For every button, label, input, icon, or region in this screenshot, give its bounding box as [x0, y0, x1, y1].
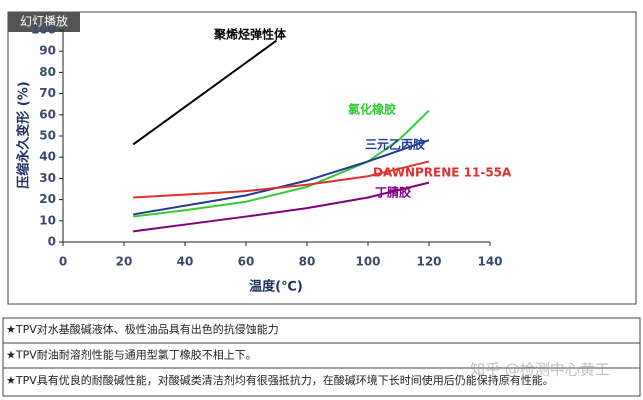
x-tick-label: 40	[177, 255, 194, 269]
x-axis-label: 温度(℃)	[249, 279, 303, 295]
watermark: 知乎 @检测中心黄工	[470, 361, 610, 379]
x-tick-label: 140	[477, 255, 502, 269]
y-tick-label: 50	[39, 129, 56, 143]
y-tick-label: 10	[39, 213, 56, 227]
series-line	[133, 160, 430, 199]
y-tick-label: 70	[39, 86, 56, 100]
note: ★TPV耐油耐溶剂性能与通用型氯丁橡胶不相上下。	[6, 348, 257, 362]
note: ★TPV具有优良的耐酸碱性能，对酸碱类清洁剂均有很强抵抗力，在酸碱环境下长时间使…	[6, 373, 554, 387]
y-tick-label: 90	[39, 44, 56, 58]
badge-bg	[8, 12, 80, 32]
notes: ★TPV对水基酸碱液体、极性油品具有出色的抗侵蚀能力 ★TPV耐油耐溶剂性能与通用…	[6, 322, 554, 387]
y-tick-label: 20	[39, 192, 56, 206]
x-tick-label: 0	[59, 255, 67, 269]
y-axis-label: 压缩永久变形 (%)	[16, 81, 32, 188]
x-tick-label: 100	[355, 255, 380, 269]
series-label: 氯化橡胶	[348, 102, 396, 117]
series-label: 丁腈胶	[375, 185, 411, 200]
notes-frame	[2, 317, 641, 397]
badge[interactable]: 幻灯播放	[20, 14, 68, 29]
y-tick-label: 0	[48, 235, 56, 249]
series-line	[133, 109, 430, 218]
y-tick-label: 60	[39, 107, 56, 121]
x-tick-label: 60	[238, 255, 255, 269]
series-label: 三元乙丙胶	[365, 137, 425, 152]
y-tick-label: 80	[39, 65, 56, 79]
series-label: 聚烯烃弹性体	[213, 27, 287, 42]
series-line	[132, 39, 278, 146]
series-line	[132, 139, 430, 216]
y-tick-label: 100	[31, 23, 56, 37]
note: ★TPV对水基酸碱液体、极性油品具有出色的抗侵蚀能力	[6, 322, 279, 336]
y-tick-label: 30	[39, 171, 56, 185]
x-tick-label: 20	[116, 255, 133, 269]
y-tick-label: 40	[39, 150, 56, 164]
chart-frame	[7, 11, 637, 305]
x-tick-label: 120	[416, 255, 441, 269]
series-line	[133, 181, 430, 233]
series-label: DAWNPRENE 11-55A	[373, 166, 512, 180]
x-tick-label: 80	[299, 255, 316, 269]
